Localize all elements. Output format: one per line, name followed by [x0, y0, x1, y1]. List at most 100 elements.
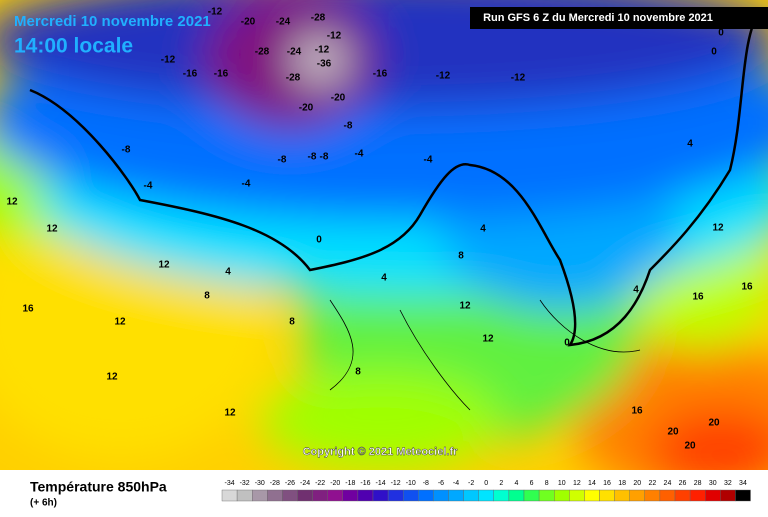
time-label: 14:00 locale: [14, 35, 133, 58]
scale-tick-label: -32: [240, 480, 250, 487]
scale-swatch: [508, 489, 525, 502]
scale-tick-label: -8: [423, 480, 429, 487]
contour-label: -12: [511, 73, 526, 84]
contour-label: -8: [308, 152, 317, 163]
scale-tick-label: 20: [633, 480, 641, 487]
run-label: Run GFS 6 Z du Mercredi 10 novembre 2021: [483, 12, 713, 24]
run-box: [470, 7, 768, 29]
scale-swatch: [236, 489, 253, 502]
contour-label: -8: [278, 155, 287, 166]
scale-tick-label: -18: [345, 480, 355, 487]
scale-tick-label: -28: [270, 480, 280, 487]
scale-tick-label: 12: [573, 480, 581, 487]
scale-tick-label: 28: [694, 480, 702, 487]
contour-label: -8: [344, 121, 353, 132]
scale-swatch: [478, 489, 495, 502]
scale-tick-label: 14: [588, 480, 596, 487]
contour-label: -16: [373, 69, 388, 80]
scale-tick-label: 32: [724, 480, 732, 487]
scale-tick-label: 30: [709, 480, 717, 487]
contour-label: 0: [711, 47, 717, 58]
contour-label: -16: [183, 69, 198, 80]
scale-tick-label: -16: [360, 480, 370, 487]
scale-swatch: [554, 489, 570, 502]
contour-label: -8: [122, 145, 131, 156]
scale-tick-label: 2: [499, 480, 503, 487]
scale-swatch: [221, 489, 238, 502]
scale-swatch: [629, 489, 646, 502]
scale-swatch: [584, 489, 600, 502]
scale-tick-label: 4: [514, 480, 518, 487]
scale-swatch: [433, 489, 449, 502]
scale-swatch: [357, 489, 374, 502]
scale-swatch: [418, 489, 434, 502]
scale-swatch: [342, 489, 359, 502]
contour-label: 8: [204, 291, 210, 302]
contour-label: -8: [320, 152, 329, 163]
contour-label: 4: [633, 285, 639, 296]
temperature-field: [0, 0, 768, 500]
scale-tick-label: -2: [468, 480, 474, 487]
contour-label: -12: [315, 45, 330, 56]
contour-label: 8: [458, 251, 464, 262]
contour-label: 0: [564, 338, 570, 349]
contour-label: -20: [299, 103, 314, 114]
contour-label: 4: [381, 273, 387, 284]
scale-swatch: [599, 489, 615, 502]
scale-tick-label: 6: [530, 480, 534, 487]
contour-label: -12: [161, 55, 176, 66]
scale-tick-label: 24: [664, 480, 672, 487]
contour-label: 12: [224, 408, 236, 419]
scale-swatch: [312, 489, 328, 502]
contour-label: 20: [684, 441, 696, 452]
scale-tick-label: -26: [285, 480, 295, 487]
scale-swatch: [267, 489, 283, 502]
scale-tick-label: 0: [484, 480, 488, 487]
scale-swatch: [493, 489, 510, 502]
footer-title: Température 850hPa: [30, 479, 167, 495]
contour-label: -24: [287, 47, 302, 58]
contour-label: 20: [708, 418, 720, 429]
scale-swatch: [523, 489, 540, 502]
scale-swatch: [282, 489, 298, 502]
scale-tick-label: -6: [438, 480, 444, 487]
scale-swatch: [387, 489, 404, 502]
contour-label: 12: [6, 197, 18, 208]
scale-tick-label: -34: [224, 480, 234, 487]
contour-label: 8: [289, 317, 295, 328]
contour-label: 16: [631, 406, 643, 417]
scale-swatch: [372, 489, 389, 502]
scale-tick-label: -14: [375, 480, 385, 487]
contour-label: -4: [355, 149, 364, 160]
contour-label: -12: [327, 31, 342, 42]
contour-label: -28: [255, 47, 270, 58]
contour-label: 12: [114, 317, 126, 328]
contour-label: 0: [718, 28, 724, 39]
scale-swatch: [689, 489, 706, 502]
scale-swatch: [659, 489, 676, 502]
copyright: Copyright © 2021 Meteociel.fr: [303, 446, 459, 458]
scale-tick-label: -20: [330, 480, 340, 487]
contour-label: -36: [317, 59, 332, 70]
scale-swatch: [448, 489, 464, 502]
contour-label: -12: [208, 7, 223, 18]
date-label: Mercredi 10 novembre 2021: [14, 13, 211, 30]
scale-swatch: [251, 489, 268, 502]
contour-label: 12: [712, 223, 724, 234]
scale-tick-label: -10: [406, 480, 416, 487]
scale-tick-label: -22: [315, 480, 325, 487]
contour-label: 12: [46, 224, 58, 235]
scale-swatch: [569, 489, 585, 502]
footer-lead: (+ 6h): [30, 498, 57, 509]
scale-swatch: [538, 489, 555, 502]
contour-label: 12: [158, 260, 170, 271]
scale-tick-label: 22: [648, 480, 656, 487]
scale-tick-label: -24: [300, 480, 310, 487]
contour-label: -28: [311, 13, 326, 24]
scale-swatch: [705, 489, 721, 502]
contour-label: 16: [741, 282, 753, 293]
contour-label: -4: [424, 155, 433, 166]
contour-label: -4: [242, 179, 251, 190]
contour-label: -16: [214, 69, 229, 80]
